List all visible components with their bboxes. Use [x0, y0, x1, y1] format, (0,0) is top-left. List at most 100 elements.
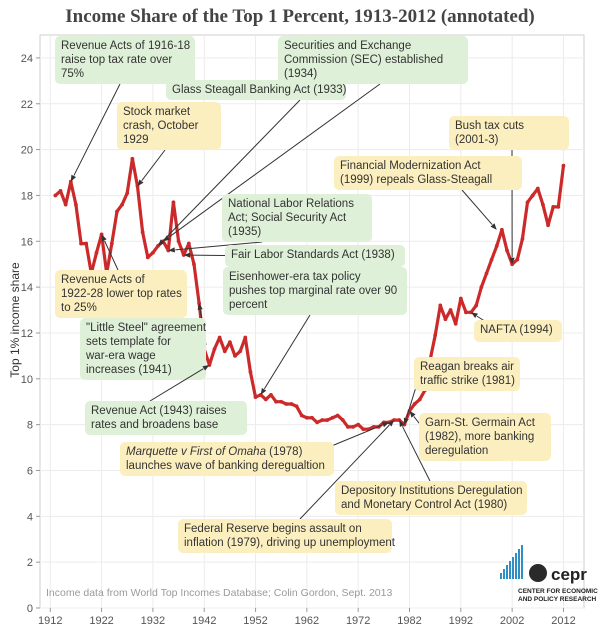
data-point — [417, 397, 422, 402]
data-point — [79, 241, 83, 246]
annotation-text-line: pushes top marginal rate over 90 — [229, 285, 397, 297]
data-point — [310, 415, 314, 420]
y-tick-label: 12 — [21, 328, 33, 340]
annotation-text-line: Federal Reserve begins assault on — [184, 523, 362, 535]
annotation-a16: Marquette v First of Omaha (1978) launche… — [120, 422, 389, 476]
data-point — [253, 395, 258, 400]
annotation-text-line: Marquette v First of Omaha (1978) — [126, 446, 303, 458]
data-point — [412, 402, 417, 406]
annotation-arrowhead — [183, 252, 191, 258]
annotation-text-line: deregulation — [425, 445, 488, 457]
annotation-box — [120, 442, 334, 476]
data-point — [351, 425, 355, 429]
annotation-text-line: rates and broadens base — [91, 419, 218, 431]
annotation-leader-line — [149, 368, 204, 402]
x-tick-label: 1912 — [38, 615, 62, 627]
annotation-text-line: Bush tax cuts — [455, 120, 524, 132]
annotation-arrowhead — [197, 303, 203, 311]
annotation-text-line: Financial Modernization Act — [340, 160, 481, 172]
data-point — [238, 349, 243, 354]
annotation-arrowhead — [158, 239, 165, 246]
case-year: (1978) — [266, 446, 303, 458]
annotation-text-line: Fair Labor Standards Act (1938) — [231, 249, 395, 261]
data-point — [335, 413, 340, 418]
data-point — [212, 347, 217, 351]
cepr-logo: cepr CENTER FOR ECONOMIC AND POLICY RESE… — [500, 545, 598, 603]
annotation-text-line: Glass Steagall Banking Act (1933) — [172, 84, 347, 96]
data-point — [474, 303, 479, 308]
annotation-text-line: Revenue Act (1943) raises — [91, 405, 227, 417]
data-point — [263, 397, 268, 402]
logo-bar — [503, 569, 505, 579]
annotation-text-line: crash, October — [123, 120, 199, 132]
data-point — [315, 420, 320, 425]
annotation-box — [223, 267, 407, 315]
annotation-text-line: Stock market — [123, 106, 191, 118]
data-point — [289, 402, 294, 406]
annotation-a14: Revenue Act (1943) raises rates and broad… — [85, 365, 247, 435]
data-point — [561, 163, 566, 168]
data-point — [489, 257, 494, 262]
data-point — [279, 399, 284, 404]
annotation-arrowhead — [137, 179, 144, 187]
data-point — [433, 333, 438, 338]
case-name: Marquette v First of Omaha — [126, 446, 266, 458]
x-tick-label: 1932 — [141, 615, 165, 627]
y-tick-label: 18 — [21, 190, 33, 202]
annotation-text-line: traffic strike (1981) — [420, 375, 515, 387]
data-point — [340, 418, 345, 422]
annotation-arrowhead — [403, 417, 409, 425]
annotation-a6: Financial Modernization Act (1999) repeal… — [334, 156, 522, 230]
annotation-text-line: National Labor Relations — [228, 198, 354, 210]
annotation-box — [335, 481, 527, 515]
logo-bar — [518, 549, 520, 579]
data-point — [186, 241, 191, 246]
data-point — [330, 415, 335, 420]
logo-bar — [512, 557, 514, 579]
data-point — [151, 250, 155, 255]
annotation-text-line: war-era wage — [85, 350, 156, 362]
x-tick-label: 1972 — [346, 615, 370, 627]
annotation-box — [55, 36, 195, 84]
annotation-box — [419, 413, 551, 461]
annotation-text-line: 1929 — [123, 134, 149, 146]
data-point — [217, 335, 222, 340]
data-point — [479, 285, 484, 290]
logo-subtitle-line-2: AND POLICY RESEARCH — [518, 596, 597, 603]
data-point — [109, 241, 114, 246]
data-point — [551, 205, 556, 209]
y-tick-label: 4 — [27, 511, 33, 523]
annotation-a12: NAFTA (1994) — [471, 312, 562, 342]
annotation-a2: Securities and Exchange Commission (SEC) … — [163, 36, 468, 242]
data-point — [274, 399, 278, 404]
annotation-leader-line — [73, 83, 121, 176]
annotation-a1: Revenue Acts of 1916-18 raise top tax rat… — [55, 36, 195, 182]
annotation-text-line: launches wave of banking deregualtion — [126, 460, 325, 472]
annotation-box — [278, 36, 468, 84]
data-point — [58, 188, 63, 193]
annotation-text-line: inflation (1979), driving up unemploymen… — [184, 537, 396, 549]
data-point — [171, 200, 176, 205]
annotation-a10: Eisenhower-era tax policy pushes top marg… — [223, 267, 407, 395]
annotation-leader-line — [461, 189, 493, 225]
y-axis-label: Top 1% income share — [8, 262, 22, 378]
annotation-arrowhead — [381, 422, 389, 428]
data-point — [222, 349, 227, 354]
annotation-a7: National Labor Relations Act; Social Secu… — [168, 194, 372, 253]
data-point — [299, 413, 304, 418]
data-point — [448, 308, 453, 312]
series-line — [53, 157, 566, 431]
annotation-a11: "Little Steel" agreement sets template fo… — [80, 303, 207, 380]
annotation-a8: Fair Labor Standards Act (1938) — [183, 245, 405, 267]
annotation-text-line: and Monetary Control Act (1980) — [341, 499, 507, 511]
data-point — [192, 262, 196, 267]
annotation-box — [222, 194, 372, 242]
annotation-a13: Reagan breaks air traffic strike (1981) — [403, 357, 520, 425]
y-tick-label: 10 — [21, 374, 33, 386]
annotation-leader-line — [263, 314, 311, 390]
annotation-text-line: Revenue Acts of — [61, 274, 146, 286]
annotation-text-line: NAFTA (1994) — [480, 324, 553, 336]
data-point — [361, 427, 366, 432]
data-point — [520, 237, 525, 241]
